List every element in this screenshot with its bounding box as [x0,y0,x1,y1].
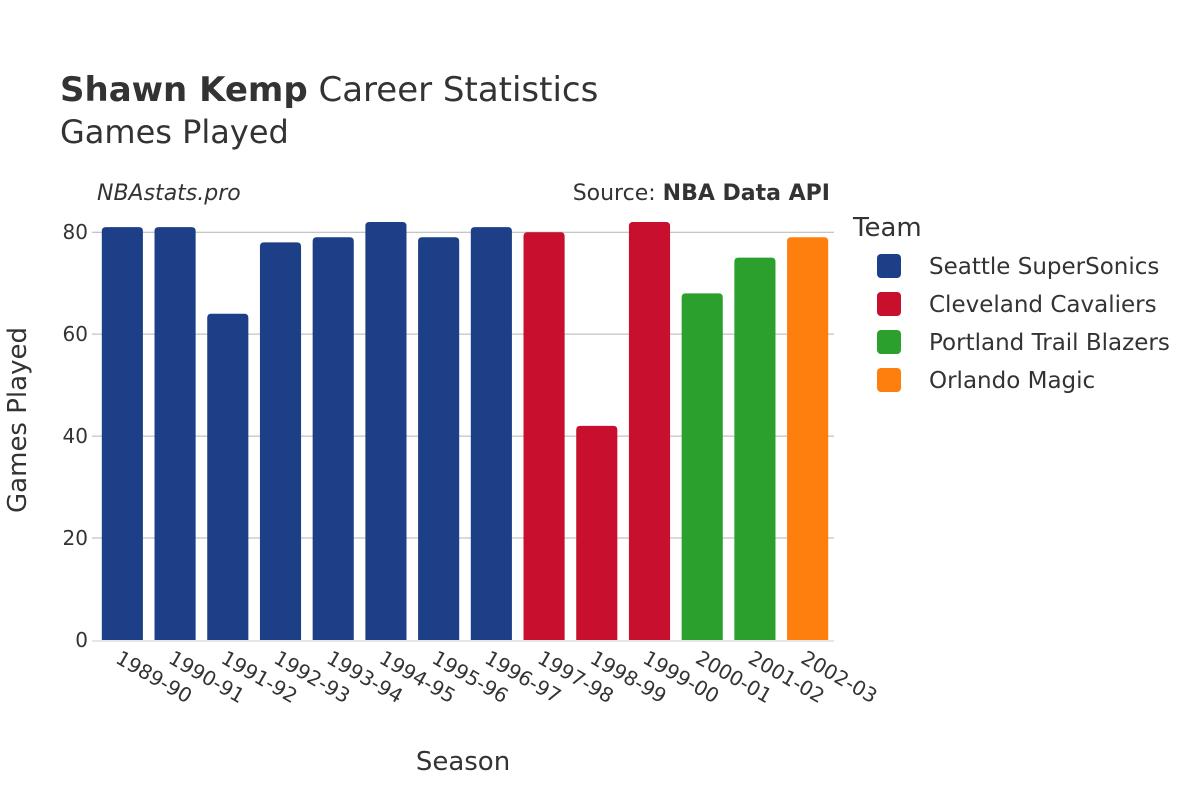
legend-item-label: Cleveland Cavaliers [929,292,1157,318]
legend: Seattle SuperSonics Cleveland Cavaliers Po… [877,254,1170,394]
bar[interactable] [523,232,565,640]
source-label: Source: NBA Data API [573,181,830,206]
bar[interactable] [101,227,143,640]
chart-title: Shawn Kemp Career Statistics [60,70,598,110]
bar[interactable] [734,257,776,640]
bar[interactable] [576,425,618,640]
legend-item-label: Portland Trail Blazers [929,330,1170,356]
y-tick-label: 0 [75,628,88,652]
y-tick-label: 40 [63,424,88,448]
y-tick-labels: 0 20 40 60 80 [63,220,88,652]
player-name: Shawn Kemp [60,70,308,110]
bar[interactable] [365,222,407,640]
bar[interactable] [259,242,302,640]
bar[interactable] [418,237,460,641]
watermark: NBAstats.pro [97,181,241,206]
legend-item-label: Seattle SuperSonics [929,254,1159,280]
bars [101,222,829,641]
y-axis-title: Games Played [3,327,33,513]
legend-title: Team [852,213,922,243]
bar[interactable] [681,293,723,640]
legend-swatch [877,368,901,392]
legend-item-label: Orlando Magic [929,368,1095,394]
bar[interactable] [312,237,354,641]
legend-swatch [877,254,901,278]
source-name: NBA Data API [663,181,830,206]
legend-swatch [877,292,901,316]
x-tick-labels: 1989-901990-911991-921992-931993-941994-… [112,646,882,709]
y-tick-label: 80 [63,220,88,244]
bar[interactable] [207,313,249,640]
bar[interactable] [628,222,671,640]
bar[interactable] [787,237,829,641]
y-tick-label: 60 [63,322,88,346]
y-tick-label: 20 [63,526,88,550]
title-suffix: Career Statistics [308,70,599,110]
source-prefix: Source: [573,181,663,206]
x-axis-title: Season [416,747,510,777]
bar[interactable] [470,227,512,640]
chart-subtitle: Games Played [60,113,289,151]
legend-swatch [877,330,901,354]
bar[interactable] [154,227,196,640]
